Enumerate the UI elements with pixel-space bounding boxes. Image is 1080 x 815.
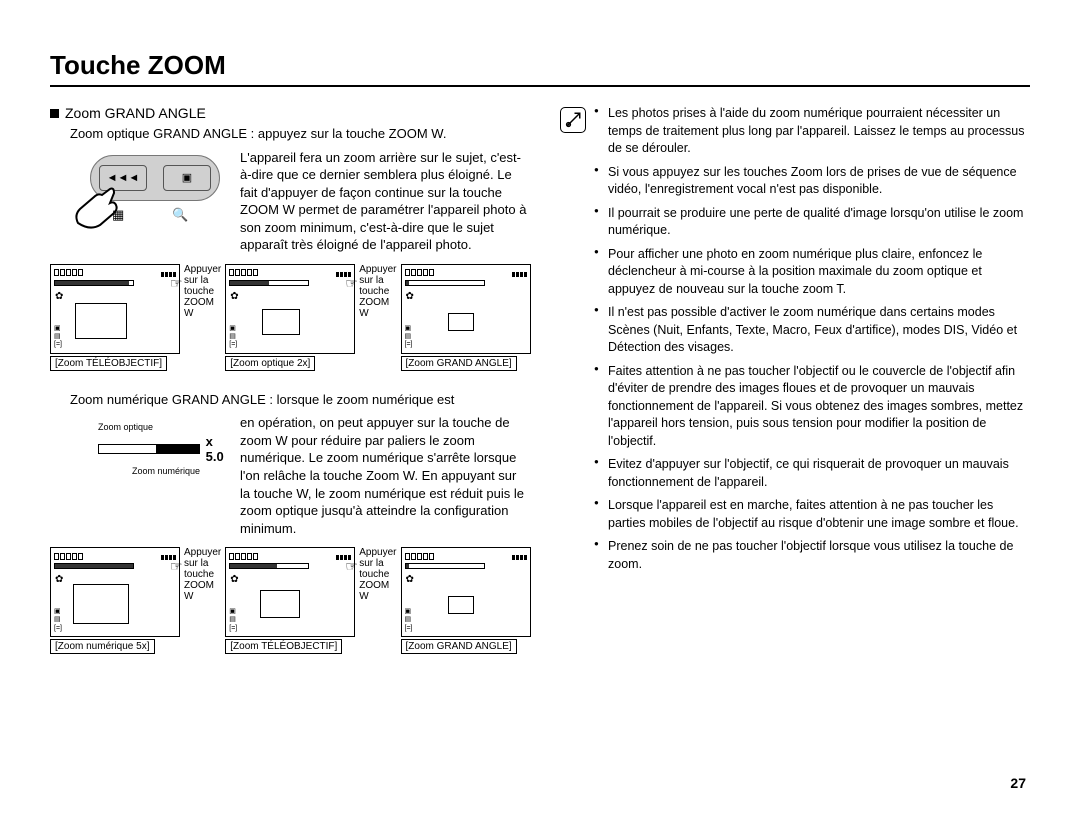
right-column: Les photos prises à l'aide du zoom numér…	[560, 105, 1030, 660]
page-title: Touche ZOOM	[50, 50, 1030, 87]
note-item: Il n'est pas possible d'activer le zoom …	[594, 304, 1030, 357]
press-label: ☞Appuyer sur la touche ZOOM W	[184, 547, 221, 602]
pointing-hand-icon: ☞	[170, 559, 183, 574]
screen-preview: ✿ ▣▤[=][Zoom GRAND ANGLE]	[401, 547, 531, 654]
screen-caption: [Zoom TÉLÉOBJECTIF]	[225, 639, 342, 654]
screen-preview: ✿ ▣▤[=][Zoom numérique 5x]	[50, 547, 180, 654]
digital-intro: Zoom numérique GRAND ANGLE : lorsque le …	[70, 391, 530, 409]
screen-caption: [Zoom numérique 5x]	[50, 639, 155, 654]
screen-preview: ✿ ▣▤[=][Zoom optique 2x]	[225, 264, 355, 371]
scale-multiplier: x 5.0	[206, 434, 230, 464]
section-header: Zoom GRAND ANGLE	[50, 105, 530, 121]
grid-icon: ▦	[112, 207, 124, 223]
optical-intro: Zoom optique GRAND ANGLE : appuyez sur l…	[70, 125, 530, 143]
notes-list: Les photos prises à l'aide du zoom numér…	[594, 105, 1030, 579]
note-item: Si vous appuyez sur les touches Zoom lor…	[594, 164, 1030, 199]
pointing-hand-icon: ☞	[345, 276, 358, 291]
note-item: Les photos prises à l'aide du zoom numér…	[594, 105, 1030, 158]
note-item: Lorsque l'appareil est en marche, faites…	[594, 497, 1030, 532]
note-item: Il pourrait se produire une perte de qua…	[594, 205, 1030, 240]
zoom-button-illustration: ◄◄◄ ▣ ▦ 🔍	[70, 149, 230, 249]
pointing-hand-icon: ☞	[345, 559, 358, 574]
screen-row-2: ✿ ▣▤[=][Zoom numérique 5x]☞Appuyer sur l…	[50, 547, 530, 654]
section-title: Zoom GRAND ANGLE	[65, 105, 206, 121]
screen-preview: ✿ ▣▤[=][Zoom TÉLÉOBJECTIF]	[225, 547, 355, 654]
left-column: Zoom GRAND ANGLE Zoom optique GRAND ANGL…	[50, 105, 530, 660]
scale-label-digital: Zoom numérique	[98, 466, 200, 476]
note-icon	[560, 107, 586, 133]
screen-caption: [Zoom TÉLÉOBJECTIF]	[50, 356, 167, 371]
screen-row-1: ✿ ▣▤[=][Zoom TÉLÉOBJECTIF]☞Appuyer sur l…	[50, 264, 530, 371]
press-label: ☞Appuyer sur la touche ZOOM W	[359, 264, 396, 319]
note-item: Prenez soin de ne pas toucher l'objectif…	[594, 538, 1030, 573]
optical-body: L'appareil fera un zoom arrière sur le s…	[240, 149, 530, 254]
note-item: Evitez d'appuyer sur l'objectif, ce qui …	[594, 456, 1030, 491]
digital-body: en opération, on peut appuyer sur la tou…	[240, 414, 530, 537]
screen-caption: [Zoom GRAND ANGLE]	[401, 639, 517, 654]
screen-caption: [Zoom optique 2x]	[225, 356, 315, 371]
screen-caption: [Zoom GRAND ANGLE]	[401, 356, 517, 371]
scale-label-optical: Zoom optique	[98, 422, 230, 432]
press-label: ☞Appuyer sur la touche ZOOM W	[184, 264, 221, 319]
magnifier-icon: 🔍	[172, 207, 188, 223]
zoom-scale-diagram: Zoom optique x 5.0 Zoom numérique	[98, 422, 230, 476]
page-number: 27	[1010, 775, 1026, 791]
note-item: Faites attention à ne pas toucher l'obje…	[594, 363, 1030, 451]
bullet-square-icon	[50, 109, 59, 118]
screen-preview: ✿ ▣▤[=][Zoom GRAND ANGLE]	[401, 264, 531, 371]
screen-preview: ✿ ▣▤[=][Zoom TÉLÉOBJECTIF]	[50, 264, 180, 371]
note-item: Pour afficher une photo en zoom numériqu…	[594, 246, 1030, 299]
pointing-hand-icon: ☞	[170, 276, 183, 291]
press-label: ☞Appuyer sur la touche ZOOM W	[359, 547, 396, 602]
zoom-t-key: ▣	[163, 165, 211, 191]
